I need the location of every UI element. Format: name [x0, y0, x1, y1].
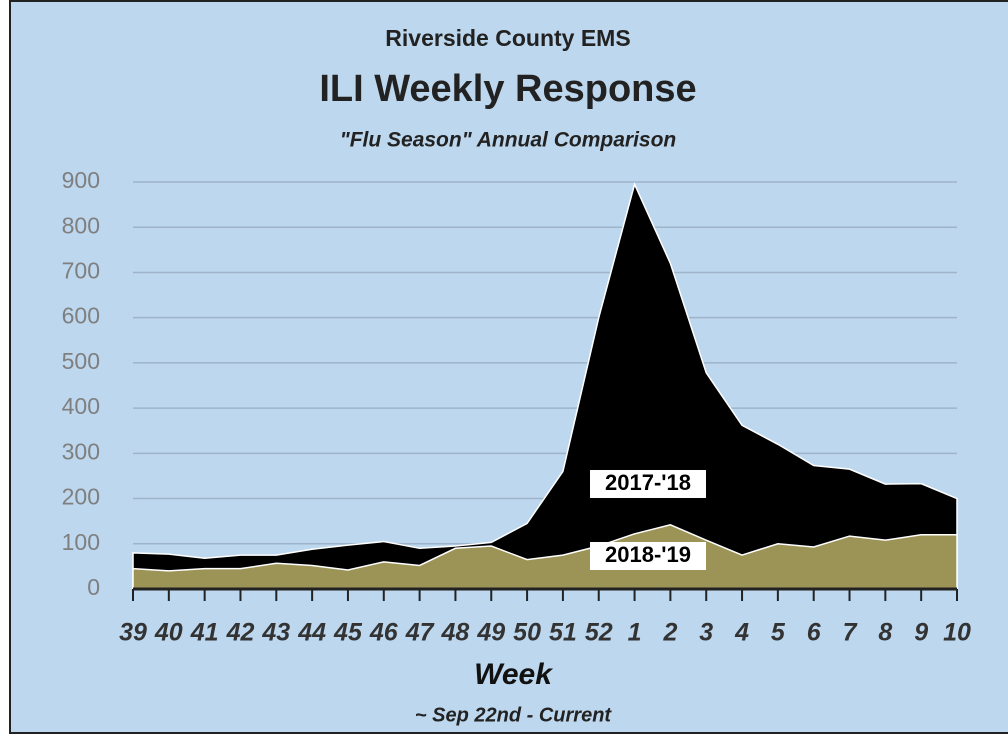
- x-tick-label: 49: [476, 619, 505, 647]
- x-tick-label: 7: [843, 619, 858, 647]
- y-tick-label: 900: [62, 167, 100, 193]
- x-tick-label: 40: [154, 619, 183, 647]
- x-tick-label: 5: [771, 619, 786, 647]
- chart-header: Riverside County EMS: [385, 25, 630, 51]
- x-tick-label: 48: [441, 619, 470, 647]
- x-tick-label: 41: [190, 619, 219, 647]
- x-tick-label: 10: [943, 619, 971, 647]
- y-tick-label: 200: [62, 484, 100, 510]
- x-tick-label: 1: [628, 619, 642, 647]
- x-tick-label: 50: [513, 619, 541, 647]
- x-tick-label: 9: [914, 619, 928, 647]
- series-label-box: [590, 542, 706, 570]
- x-tick-label: 4: [734, 619, 749, 647]
- x-tick-label: 2: [662, 619, 677, 647]
- y-tick-label: 800: [62, 212, 100, 238]
- series-label-box: [590, 470, 706, 498]
- series-label: 2017-'18: [605, 470, 691, 495]
- chart-subtitle: "Flu Season" Annual Comparison: [340, 129, 677, 152]
- area: [132, 182, 958, 590]
- y-tick-label: 100: [62, 529, 100, 555]
- x-tick-label: 42: [226, 619, 255, 647]
- x-tick-label: 6: [807, 619, 822, 647]
- x-axis-label: Week: [474, 658, 553, 691]
- x-tick-label: 8: [878, 619, 892, 647]
- x-tick-label: 46: [369, 619, 399, 647]
- y-tick-label: 0: [87, 574, 100, 600]
- x-tick-label: 3: [699, 619, 713, 647]
- x-tick-label: 52: [585, 619, 613, 647]
- x-tick-label: 45: [333, 619, 363, 647]
- y-tick-label: 500: [62, 348, 100, 374]
- x-tick-label: 39: [119, 619, 147, 647]
- x-tick-label: 51: [549, 619, 577, 647]
- footnote: ~ Sep 22nd - Current: [415, 704, 612, 726]
- y-tick-label: 700: [62, 258, 100, 284]
- y-tick-label: 400: [62, 393, 100, 419]
- x-tick-label: 44: [297, 619, 326, 647]
- x-tick-label: 47: [405, 619, 435, 647]
- y-tick-label: 600: [62, 303, 100, 329]
- chart-title: ILI Weekly Response: [319, 68, 696, 110]
- series-label: 2018-'19: [605, 542, 691, 567]
- chart-background: [9, 0, 1008, 734]
- x-tick-label: 43: [261, 619, 290, 647]
- y-tick-label: 300: [62, 438, 100, 464]
